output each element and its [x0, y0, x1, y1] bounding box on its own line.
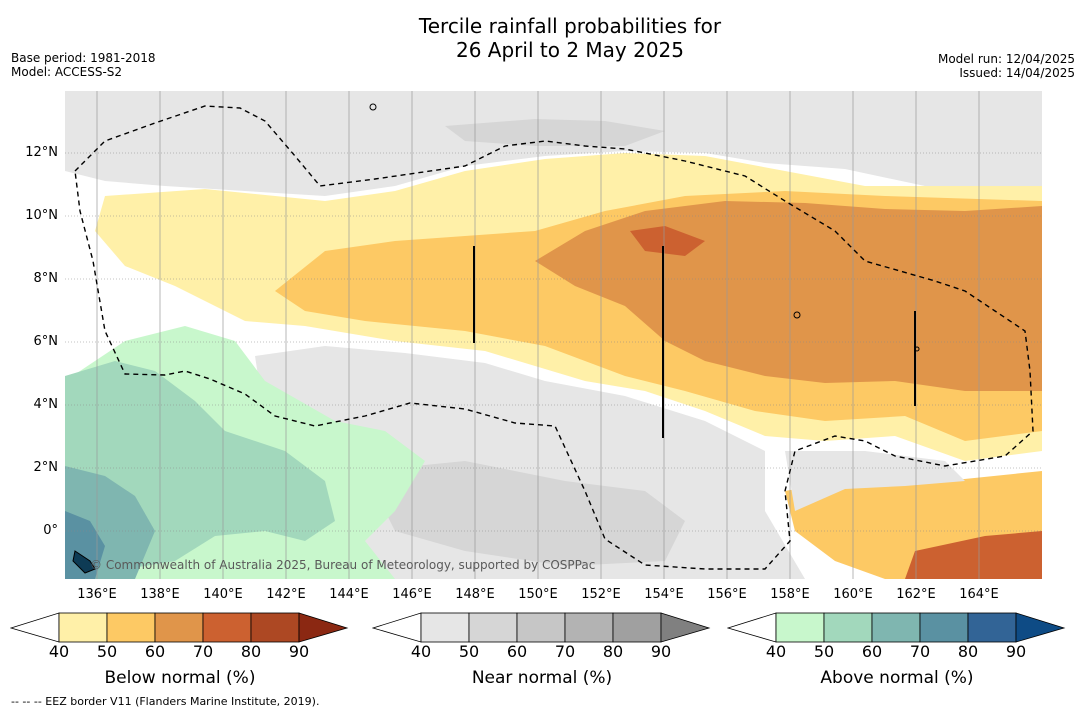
colorbar-segment — [967, 612, 1017, 643]
lon-label: 146°E — [392, 587, 432, 602]
colorbar-segment — [919, 612, 969, 643]
colorbar-segment — [775, 612, 825, 643]
colorbar-extend-high — [660, 612, 711, 643]
cb-tick: 40 — [765, 642, 787, 661]
colorbar-segment — [564, 612, 614, 643]
colorbar-segment — [871, 612, 921, 643]
model-name: Model: ACCESS-S2 — [11, 65, 123, 79]
meta-right: Model run: 12/04/2025 Issued: 14/04/2025 — [938, 52, 1075, 80]
model-run: Model run: 12/04/2025 — [937, 52, 1075, 66]
cb-tick: 70 — [554, 642, 576, 661]
lon-label: 164°E — [959, 587, 999, 602]
below-normal-70-region — [630, 226, 705, 256]
colorbar-segment — [823, 612, 873, 643]
colorbar-segment — [612, 612, 662, 643]
below-normal-70-region-south — [905, 531, 1042, 579]
colorbar-extend-low — [727, 612, 777, 643]
cb-tick: 90 — [1005, 642, 1027, 661]
eez-border — [74, 105, 1034, 570]
title-line-2: 26 April to 2 May 2025 — [456, 38, 684, 62]
colorbar-segment — [250, 612, 300, 643]
colorbar-near-title: Near normal (%) — [471, 668, 613, 688]
lon-label: 156°E — [707, 587, 747, 602]
lon-label: 148°E — [455, 587, 495, 602]
cb-tick: 60 — [506, 642, 528, 661]
islands — [72, 103, 920, 574]
lon-label: 152°E — [581, 587, 621, 602]
colorbar-segment — [154, 612, 204, 643]
cb-tick: 50 — [458, 642, 480, 661]
lat-label: 12°N — [25, 145, 58, 160]
colorbar-segment — [468, 612, 518, 643]
near-normal-region-southeast — [785, 451, 965, 511]
lat-label: 10°N — [25, 208, 58, 223]
colorbar-below — [10, 612, 349, 643]
issued-date: Issued: 14/04/2025 — [959, 66, 1075, 80]
meridians — [96, 91, 980, 579]
near-normal-region-north-inner — [445, 119, 665, 146]
colorbar-above-title: Above normal (%) — [820, 668, 974, 688]
lon-label: 158°E — [770, 587, 810, 602]
lon-label: 154°E — [644, 587, 684, 602]
colorbar-extend-high — [298, 612, 349, 643]
colorbar-near — [372, 612, 711, 643]
colorbar-segment — [106, 612, 156, 643]
lon-label: 138°E — [140, 587, 180, 602]
lat-label: 6°N — [33, 334, 59, 349]
lon-label: 144°E — [329, 587, 369, 602]
colorbar-extend-high — [1015, 612, 1066, 643]
cb-tick: 80 — [602, 642, 624, 661]
colorbar-extend-low — [372, 612, 422, 643]
lon-label: 162°E — [896, 587, 936, 602]
lon-label: 150°E — [518, 587, 558, 602]
lon-label: 142°E — [266, 587, 306, 602]
colorbar-segment — [58, 612, 108, 643]
lon-label: 136°E — [77, 587, 117, 602]
near-normal-region-south-inner — [365, 461, 685, 566]
lat-label: 0° — [43, 523, 58, 538]
cb-tick: 60 — [861, 642, 883, 661]
lat-label: 2°N — [33, 460, 59, 475]
copyright-text: © Commonwealth of Australia 2025, Bureau… — [90, 558, 596, 572]
cb-tick: 40 — [410, 642, 432, 661]
base-period: Base period: 1981-2018 — [11, 51, 156, 65]
colorbar-below-title: Below normal (%) — [104, 668, 256, 688]
colorbar-segment — [420, 612, 470, 643]
colorbar-segment — [202, 612, 252, 643]
cb-tick: 80 — [957, 642, 979, 661]
cb-tick: 80 — [240, 642, 262, 661]
probability-map — [65, 91, 1042, 579]
map-title: Tercile rainfall probabilities for 26 Ap… — [0, 14, 1085, 62]
cb-tick: 70 — [909, 642, 931, 661]
title-line-1: Tercile rainfall probabilities for — [418, 14, 722, 38]
lon-label: 140°E — [203, 587, 243, 602]
colorbar-extend-low — [10, 612, 60, 643]
cb-tick: 50 — [813, 642, 835, 661]
island-lines — [473, 246, 916, 438]
cb-tick: 60 — [144, 642, 166, 661]
colorbar-segment — [516, 612, 566, 643]
cb-tick: 50 — [96, 642, 118, 661]
graticule — [65, 152, 1042, 532]
lat-label: 4°N — [33, 397, 59, 412]
colorbar-above — [727, 612, 1066, 643]
lat-label: 8°N — [33, 271, 59, 286]
cb-tick: 40 — [48, 642, 70, 661]
lon-label: 160°E — [833, 587, 873, 602]
cb-tick: 90 — [650, 642, 672, 661]
eez-footnote: -- -- -- EEZ border V11 (Flanders Marine… — [11, 695, 320, 708]
cb-tick: 70 — [192, 642, 214, 661]
meta-left: Base period: 1981-2018 Model: ACCESS-S2 — [11, 51, 156, 79]
cb-tick: 90 — [288, 642, 310, 661]
